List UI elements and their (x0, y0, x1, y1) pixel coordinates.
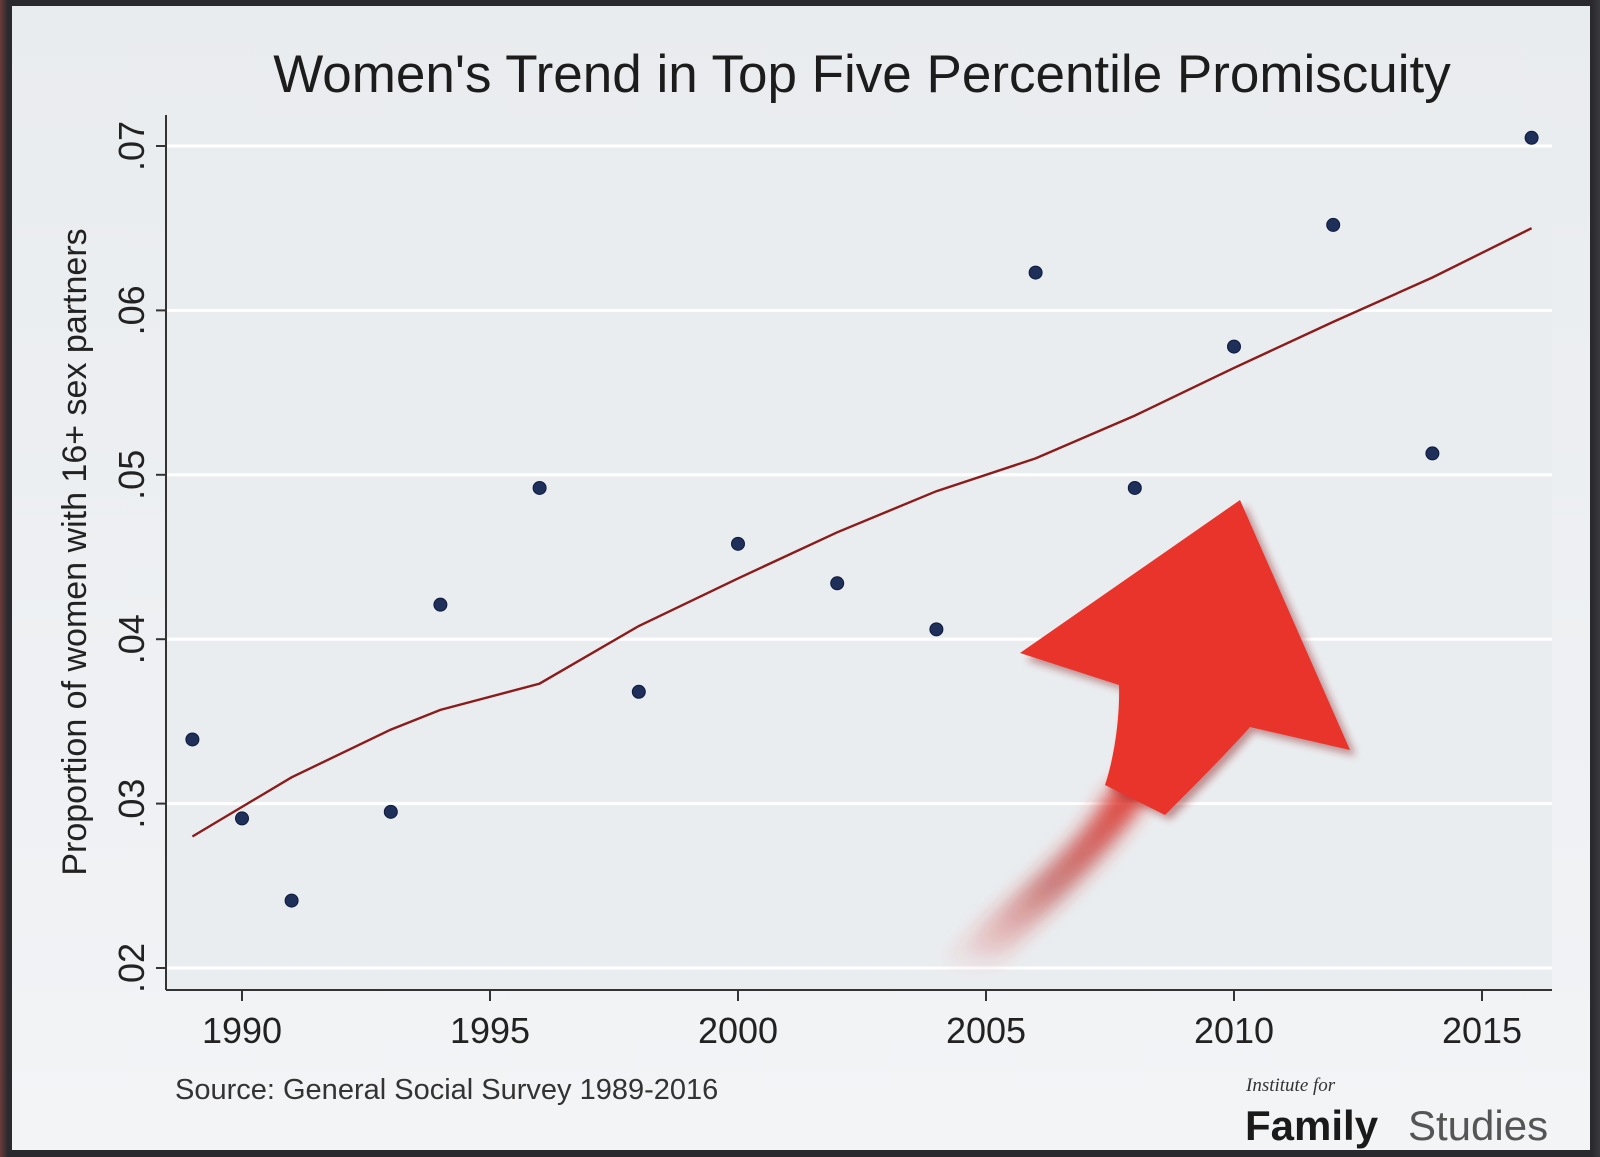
x-ticks: 1990 1995 2000 2005 2010 2015 (202, 990, 1522, 1051)
data-point (532, 480, 547, 495)
x-tick-label: 2000 (698, 1010, 778, 1051)
trend-line (191, 227, 1533, 838)
y-tick-label: .02 (111, 943, 152, 993)
data-points (185, 130, 1539, 908)
y-axis-label: Proportion of women with 16+ sex partner… (56, 228, 94, 875)
data-point (383, 804, 398, 819)
data-point (1028, 265, 1043, 280)
y-tick-label: .05 (111, 450, 152, 500)
red-arrow-annotation (940, 500, 1356, 965)
data-point (185, 732, 200, 747)
data-point (731, 536, 745, 551)
data-point (1227, 339, 1241, 354)
y-tick-label: .06 (111, 285, 152, 335)
data-point (929, 622, 944, 637)
x-tick-label: 1990 (202, 1010, 282, 1051)
data-point (1127, 480, 1142, 495)
source-note: Source: General Social Survey 1989-2016 (175, 1074, 718, 1106)
data-point (1326, 217, 1341, 232)
data-point (631, 684, 646, 699)
data-point (1524, 130, 1539, 145)
data-point (433, 597, 448, 612)
logo-institute-for: Institute for (1245, 1075, 1336, 1096)
x-tick-label: 2005 (946, 1010, 1026, 1051)
logo-family: Family (1245, 1102, 1379, 1149)
arrow-tail (940, 742, 1178, 965)
logo-studies: Studies (1408, 1102, 1548, 1149)
data-point (284, 893, 299, 908)
data-point (235, 811, 249, 826)
data-point (830, 576, 845, 591)
arrow-head (1020, 500, 1350, 815)
x-tick-label: 1995 (450, 1010, 530, 1051)
y-tick-label: .03 (111, 779, 152, 829)
x-tick-label: 2010 (1194, 1010, 1274, 1051)
y-ticks: .02 .03 .04 .05 .06 .07 (111, 121, 166, 993)
data-point (1425, 446, 1440, 461)
y-tick-label: .07 (111, 121, 152, 171)
x-tick-label: 2015 (1442, 1010, 1522, 1051)
grid-lines (167, 144, 1552, 970)
plot-area (166, 115, 1552, 990)
chart-title: Women's Trend in Top Five Percentile Pro… (273, 45, 1451, 104)
ifs-logo: Institute for Family Studies (1245, 1075, 1548, 1149)
y-tick-label: .04 (111, 614, 152, 664)
axes (165, 115, 1552, 991)
